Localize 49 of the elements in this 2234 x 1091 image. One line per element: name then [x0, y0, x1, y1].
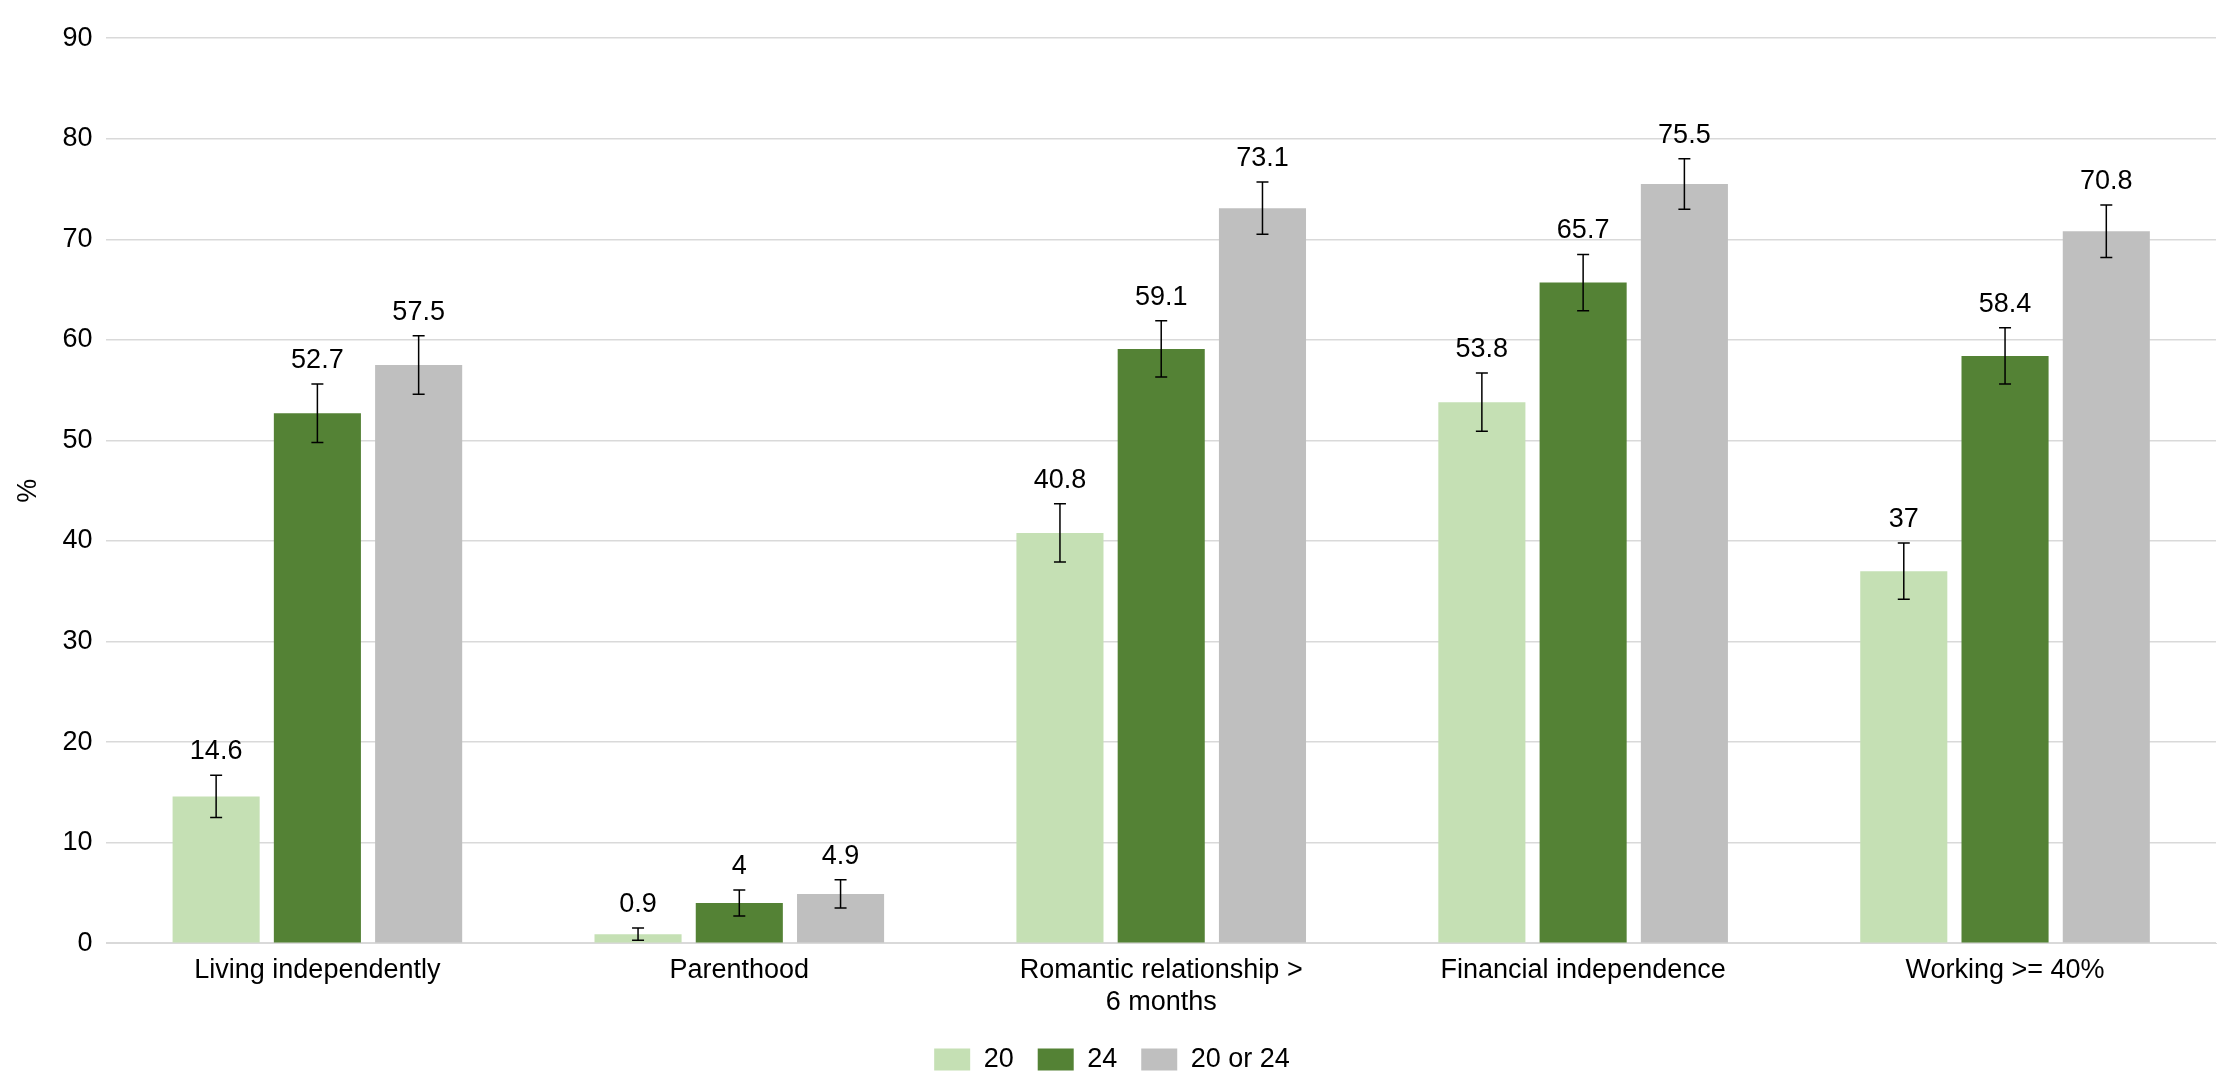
data-label: 65.7 [1556, 214, 1610, 245]
legend-label: 20 or 24 [1190, 1042, 1290, 1073]
data-label: 58.4 [1978, 287, 2032, 318]
data-label: 59.1 [1134, 280, 1188, 311]
bar [1016, 532, 1104, 943]
y-tick-label: 50 [62, 423, 93, 454]
y-tick-label: 20 [62, 725, 93, 756]
y-tick-label: 90 [62, 21, 93, 52]
y-tick-label: 10 [62, 826, 93, 857]
x-tick-label: Financial independence [1440, 953, 1726, 984]
y-tick-label: 40 [62, 524, 93, 555]
bar [273, 413, 361, 943]
y-tick-label: 0 [77, 926, 93, 957]
data-label: 40.8 [1033, 463, 1087, 494]
x-tick-label: Working >= 40% [1905, 953, 2105, 984]
legend-label: 20 [983, 1042, 1014, 1073]
legend-label: 24 [1087, 1042, 1118, 1073]
data-label: 4 [731, 849, 747, 880]
data-label: 57.5 [392, 295, 445, 326]
bar [695, 902, 783, 943]
bar [1961, 355, 2049, 943]
data-label: 0.9 [619, 888, 657, 919]
y-tick-label: 80 [62, 122, 93, 153]
data-label: 75.5 [1658, 118, 1711, 149]
bar [1218, 208, 1307, 943]
y-tick-label: 30 [62, 624, 93, 655]
data-label: 4.9 [821, 839, 860, 870]
data-label: 52.7 [291, 344, 344, 375]
y-tick-label: 60 [62, 323, 93, 354]
bar [1539, 282, 1627, 943]
x-tick-label: Parenthood [669, 953, 810, 984]
x-tick-label: Living independently [194, 953, 441, 984]
bar [594, 934, 682, 943]
bar [375, 365, 463, 943]
y-axis-title: % [11, 478, 42, 503]
bar [797, 893, 885, 943]
bar [172, 796, 260, 943]
bar [1117, 348, 1205, 943]
bar [1860, 571, 1948, 943]
data-label: 70.8 [2080, 165, 2133, 196]
bar [1640, 184, 1728, 943]
bar [1438, 402, 1526, 943]
data-label: 53.8 [1455, 333, 1509, 363]
data-label: 37 [1888, 502, 1919, 533]
x-tick-label: Romantic relationship > 6 months [1019, 953, 1303, 1017]
bar [2062, 231, 2150, 943]
y-tick-label: 70 [62, 222, 93, 253]
data-label: 14.6 [189, 735, 243, 766]
data-label: 73.1 [1236, 141, 1289, 172]
